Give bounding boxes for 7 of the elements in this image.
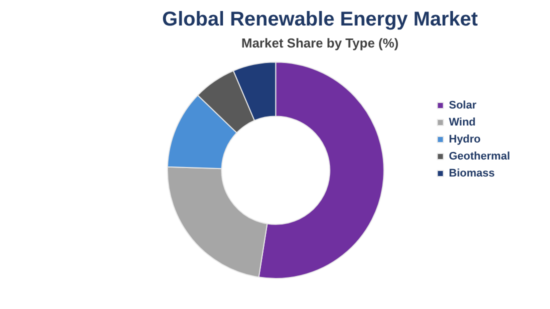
chart-title: Global Renewable Energy Market [162,8,478,31]
legend-label: Solar [448,100,478,112]
legend-label: Geothermal [448,150,510,163]
legend-label: Hydro [448,134,481,146]
chart-subtitle: Market Share by Type (%) [241,35,399,50]
legend-label: Biomass [448,168,495,180]
legend-label: Wind [448,116,476,129]
